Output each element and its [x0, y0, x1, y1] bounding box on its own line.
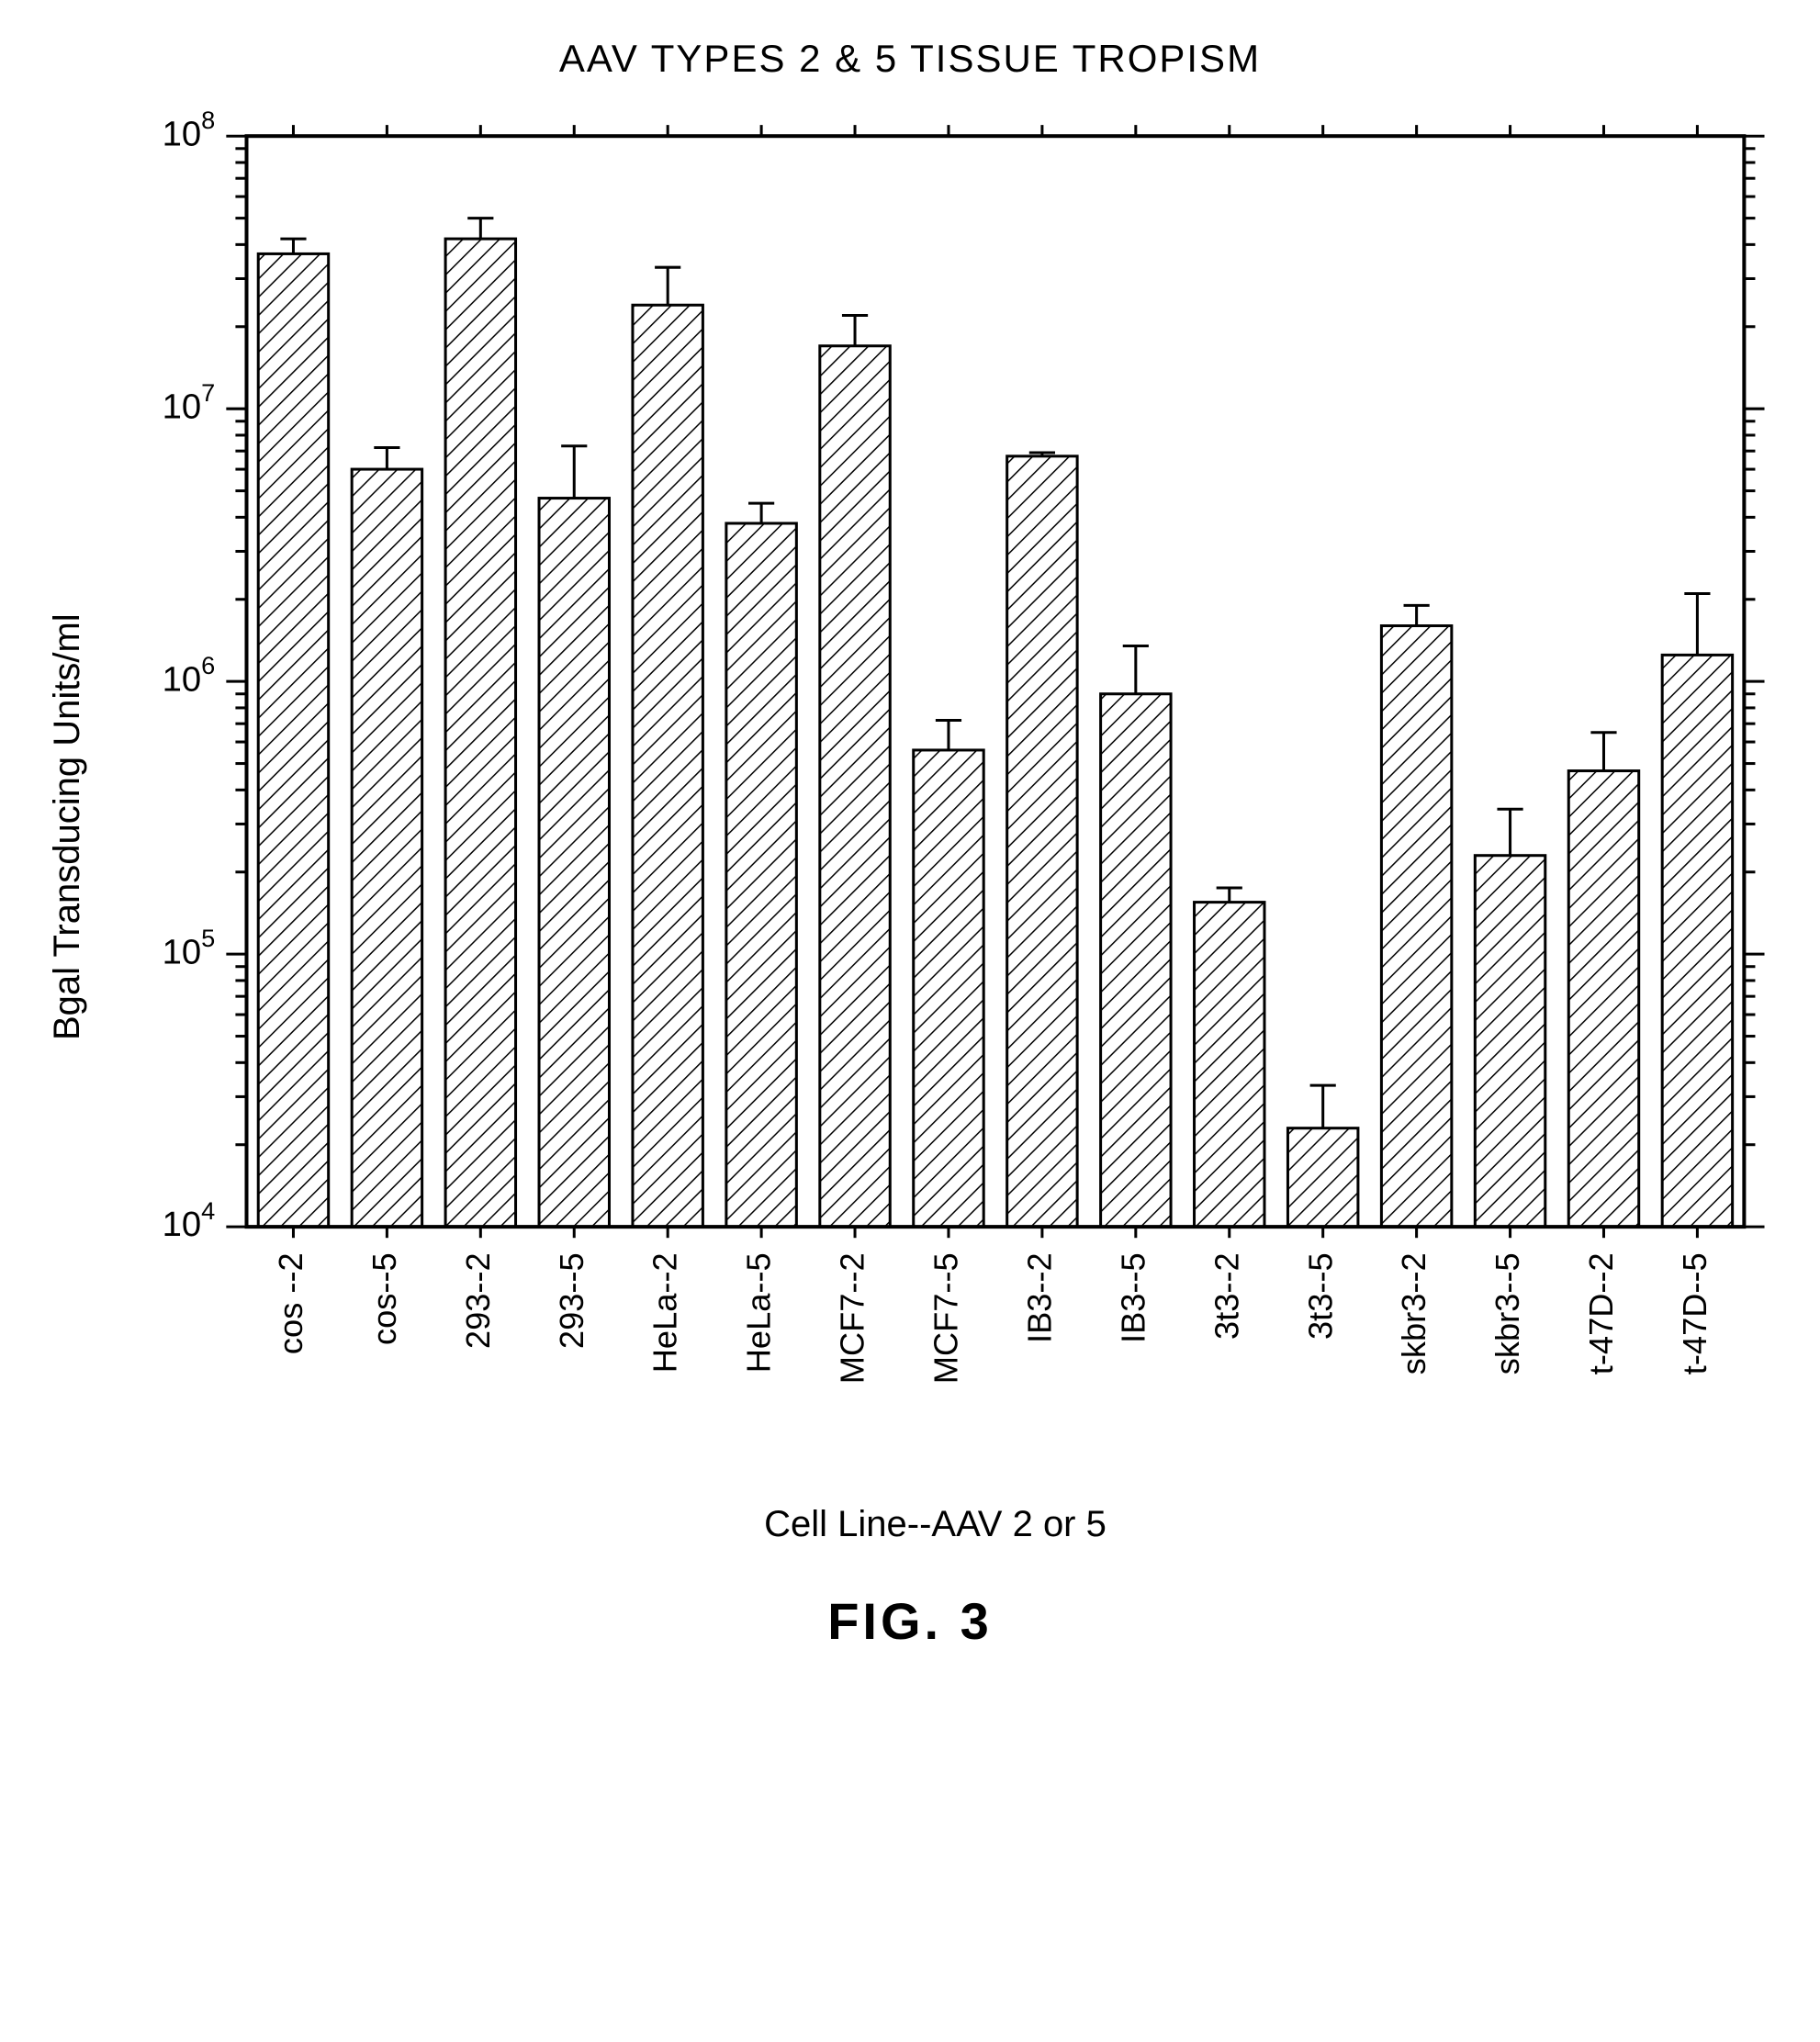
- bar: [539, 499, 609, 1228]
- bar: [726, 523, 796, 1227]
- category-label: skbr3--2: [1395, 1252, 1432, 1374]
- bar: [1568, 771, 1638, 1228]
- category-label: HeLa--5: [740, 1252, 778, 1373]
- category-label: IB3--2: [1020, 1252, 1058, 1343]
- bar: [445, 239, 515, 1227]
- bar: [1007, 456, 1077, 1227]
- svg-text:104: 104: [163, 1196, 216, 1244]
- bar: [1662, 655, 1732, 1227]
- svg-text:106: 106: [163, 651, 216, 699]
- chart-title: AAV TYPES 2 & 5 TISSUE TROPISM: [38, 37, 1782, 81]
- svg-text:105: 105: [163, 924, 216, 971]
- category-label: 293--5: [553, 1252, 590, 1349]
- bar: [1101, 694, 1171, 1227]
- category-label: 3t3--5: [1301, 1252, 1339, 1340]
- bar: [1475, 856, 1545, 1227]
- y-axis-label: Bgal Transducing Units/ml: [38, 108, 88, 1545]
- chart-container: AAV TYPES 2 & 5 TISSUE TROPISM Bgal Tran…: [38, 37, 1782, 1651]
- category-label: 3t3--2: [1208, 1252, 1245, 1340]
- bar: [1287, 1128, 1357, 1227]
- category-label: MCF7--2: [834, 1252, 871, 1384]
- bar: [1381, 626, 1451, 1228]
- bar: [914, 750, 983, 1227]
- plot-area: 104 105 106 107 108 cos --2 cos--5 293--2 293--5…: [88, 108, 1782, 1545]
- category-label: cos--5: [365, 1252, 403, 1345]
- bar: [633, 305, 702, 1227]
- bar: [820, 346, 890, 1227]
- bar: [258, 253, 328, 1227]
- bar: [1195, 903, 1264, 1228]
- category-label: skbr3--5: [1489, 1252, 1526, 1374]
- x-axis-label: Cell Line--AAV 2 or 5: [88, 1504, 1782, 1545]
- svg-text:108: 108: [163, 108, 216, 153]
- category-label: cos --2: [272, 1252, 309, 1354]
- category-label: t-47D--5: [1676, 1252, 1713, 1374]
- svg-text:107: 107: [163, 378, 216, 426]
- category-label: IB3--5: [1114, 1252, 1152, 1343]
- figure-label: FIG. 3: [38, 1591, 1782, 1651]
- category-label: MCF7--5: [927, 1252, 965, 1384]
- plot-wrapper: Bgal Transducing Units/ml 10410510610710…: [38, 108, 1782, 1545]
- category-label: HeLa--2: [646, 1252, 684, 1373]
- category-label: t-47D--2: [1582, 1252, 1620, 1374]
- bar: [352, 469, 421, 1227]
- category-label: 293--2: [459, 1252, 497, 1349]
- plot-svg: 104 105 106 107 108 cos --2 cos--5 293--2 293--5…: [88, 108, 1782, 1486]
